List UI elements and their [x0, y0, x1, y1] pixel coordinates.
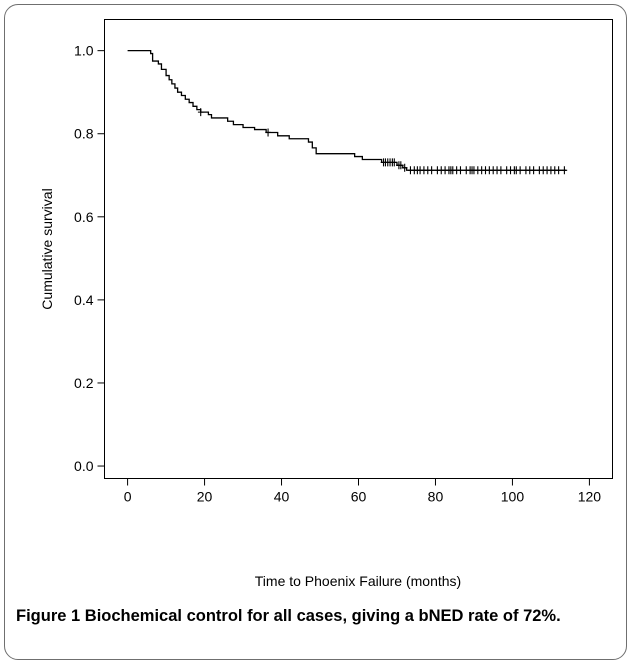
y-tick-label: 0.4	[74, 292, 94, 308]
x-tick-label: 120	[578, 489, 602, 505]
censor-mark	[561, 166, 568, 175]
censor-marks	[197, 108, 568, 175]
censor-mark	[265, 128, 271, 137]
x-tick-label: 60	[351, 489, 367, 505]
censor-mark	[401, 163, 408, 172]
censor-mark	[457, 166, 464, 175]
y-tick-label: 1.0	[74, 43, 94, 59]
caption-text: Biochemical control for all cases, givin…	[84, 607, 561, 625]
chart: 0.0 0.2 0.4 0.6 0.8 1.0 0 20 40 60 80 100 120 Time …	[39, 19, 613, 589]
y-axis-title: Cumulative survival	[39, 188, 55, 309]
x-axis: 0 20 40 60 80 100 120	[124, 478, 602, 505]
survival-series	[127, 50, 567, 171]
x-tick-label: 40	[274, 489, 290, 505]
censor-mark	[197, 108, 204, 117]
plot-area: 0.0 0.2 0.4 0.6 0.8 1.0 0 20 40 60 80 100 120	[74, 19, 613, 505]
y-tick-label: 0.0	[74, 458, 94, 474]
x-axis-title: Time to Phoenix Failure (months)	[255, 573, 461, 589]
figure-frame	[4, 4, 627, 660]
x-tick-label: 80	[428, 489, 444, 505]
censor-mark	[555, 166, 562, 175]
caption-label: Figure 1	[16, 607, 81, 625]
censor-mark	[398, 161, 404, 170]
censor-mark	[391, 158, 398, 167]
y-tick-label: 0.6	[74, 209, 94, 225]
censor-mark	[517, 166, 523, 175]
y-tick-label: 0.2	[74, 375, 94, 391]
plot-border	[104, 19, 613, 479]
figure-caption: Figure 1 Biochemical control for all cas…	[16, 604, 616, 628]
y-tick-label: 0.8	[74, 126, 94, 142]
censor-mark	[498, 166, 504, 175]
y-axis: 0.0 0.2 0.4 0.6 0.8 1.0	[74, 43, 105, 474]
censor-mark	[428, 166, 435, 175]
x-tick-label: 20	[197, 489, 213, 505]
x-tick-label: 100	[501, 489, 525, 505]
censor-mark	[530, 166, 537, 175]
survival-step-line	[127, 50, 567, 171]
x-tick-label: 0	[124, 489, 132, 505]
